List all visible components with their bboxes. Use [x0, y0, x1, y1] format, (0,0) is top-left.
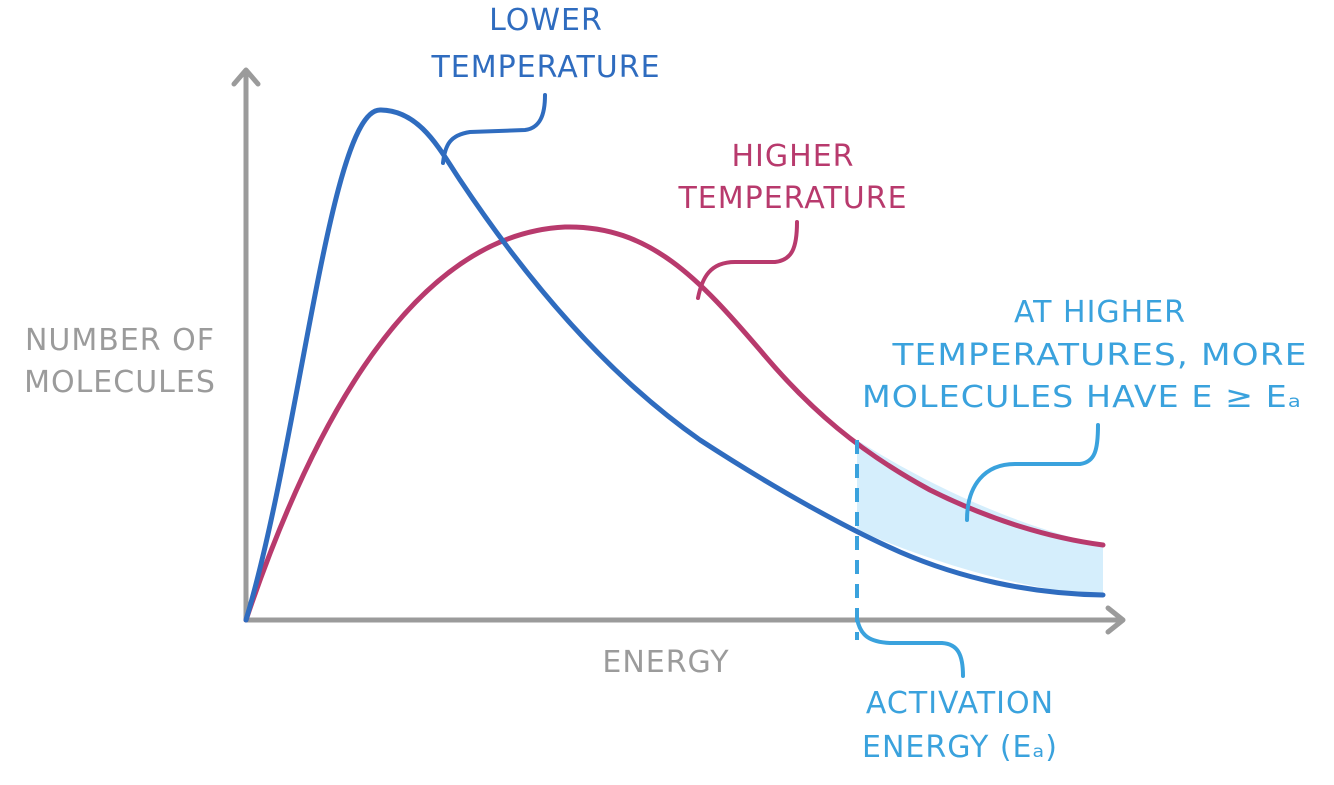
higher-label-line2: TEMPERATURE: [677, 181, 907, 216]
activation-leader-line: [855, 616, 965, 678]
arrow-up-icon: [231, 67, 261, 87]
note-label-line3: MOLECULES HAVE E ≥ Eₐ: [862, 380, 1302, 415]
lower-label-line1: LOWER: [489, 3, 603, 38]
y-axis-label-line1: NUMBER OF: [25, 323, 215, 358]
lower-temperature-curve: [243, 107, 1106, 623]
arrow-right-icon: [1105, 605, 1126, 635]
note-label-line1: AT HIGHER: [1014, 295, 1186, 330]
activation-label-line1: ACTIVATION: [866, 686, 1054, 721]
x-axis-label: ENERGY: [602, 645, 729, 680]
higher-leader-line: [696, 220, 799, 300]
note-label-line2: TEMPERATURES, MORE: [891, 338, 1307, 373]
note-leader-line: [965, 423, 1100, 522]
y-axis-label-line2: MOLECULES: [24, 365, 216, 400]
higher-temperature-curve: [243, 224, 1106, 623]
lower-label-line2: TEMPERATURE: [430, 50, 660, 85]
activation-label-line2: ENERGY (Eₐ): [862, 730, 1058, 765]
lower-leader-line: [441, 93, 547, 165]
shaded-region-above-ea: [857, 440, 1103, 594]
higher-label-line1: HIGHER: [731, 139, 854, 174]
